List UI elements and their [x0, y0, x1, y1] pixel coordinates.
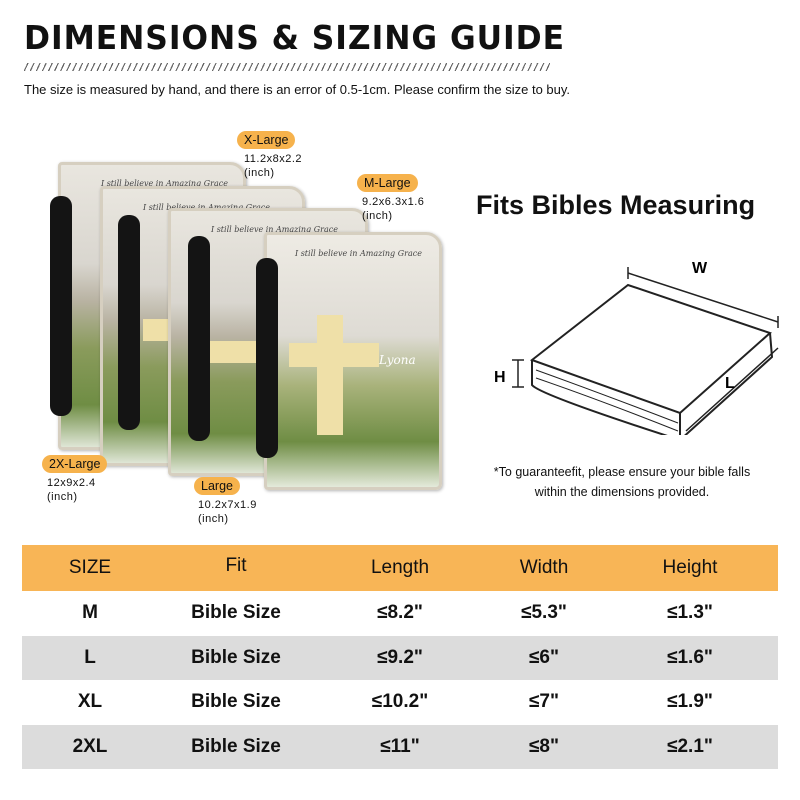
- measure-title: Fits Bibles Measuring: [476, 190, 756, 220]
- footnote-line: *To guaranteefit, please ensure your bib…: [493, 465, 751, 479]
- fit-footnote: *To guaranteefit, please ensure your bib…: [462, 462, 782, 502]
- cell: M: [82, 602, 98, 624]
- col-width: Width: [486, 545, 602, 591]
- cell: 2XL: [22, 724, 158, 769]
- size-label-ml: M-Large: [357, 174, 418, 192]
- cover-text: I still believe in Amazing Grace: [211, 225, 338, 234]
- cell: ≤11": [314, 724, 486, 769]
- size-dims-xl: 11.2x8x2.2 (inch): [244, 152, 302, 180]
- cell: L: [22, 635, 158, 680]
- unit: (inch): [362, 210, 393, 222]
- cell: Bible Size: [191, 602, 281, 624]
- hatch-divider: [24, 63, 550, 71]
- dims: 12x9x2.4: [47, 477, 96, 489]
- cell: ≤2.1": [602, 724, 778, 769]
- size-label-2xl: 2X-Large: [42, 455, 108, 473]
- col-size: SIZE: [22, 545, 158, 591]
- cover-text: I still believe in Amazing Grace: [101, 179, 228, 188]
- cover-name: Lyona: [379, 353, 416, 367]
- cell: ≤10.2": [371, 691, 429, 713]
- cell: XL: [77, 691, 103, 713]
- dims: 11.2x8x2.2: [244, 153, 303, 165]
- cell: Bible Size: [158, 635, 314, 680]
- col-height: Height: [602, 545, 778, 591]
- cell: ≤5.3": [521, 602, 567, 624]
- cell: ≤6": [486, 635, 602, 680]
- cover-text: I still believe in Amazing Grace: [295, 249, 422, 258]
- table-header: SIZE Fit Length Width Height: [22, 545, 778, 591]
- cell: ≤1.9": [667, 691, 713, 713]
- handle: [50, 196, 72, 416]
- size-dims-2xl: 12x9x2.4 (inch): [47, 476, 96, 504]
- col-fit: Fit: [158, 545, 314, 591]
- size-dims-l: 10.2x7x1.9 (inch): [198, 498, 257, 526]
- book-diagram: W H L: [494, 260, 779, 435]
- measurement-note: The size is measured by hand, and there …: [24, 82, 571, 97]
- page-title: DIMENSIONS & SIZING GUIDE: [24, 18, 565, 57]
- size-label-l: Large: [194, 477, 240, 495]
- dims: 10.2x7x1.9: [198, 499, 257, 511]
- cell: ≤8.2": [377, 602, 423, 624]
- table-row: 2XL Bible Size ≤11" ≤8" ≤2.1": [22, 724, 778, 769]
- handle: [118, 215, 140, 430]
- size-label-xl: X-Large: [237, 131, 296, 149]
- width-label: W: [692, 260, 708, 277]
- cell: ≤9.2": [314, 635, 486, 680]
- cell: ≤1.3": [667, 602, 713, 624]
- table-row: L Bible Size ≤9.2" ≤6" ≤1.6": [22, 635, 778, 680]
- length-label: L: [725, 375, 735, 392]
- unit: (inch): [244, 167, 275, 179]
- height-label: H: [494, 369, 506, 386]
- cell: ≤1.6": [602, 635, 778, 680]
- col-length: Length: [314, 545, 486, 591]
- table-row: M Bible Size ≤8.2" ≤5.3" ≤1.3": [22, 591, 778, 636]
- footnote-line: within the dimensions provided.: [534, 485, 710, 499]
- cell: Bible Size: [158, 724, 314, 769]
- cover-m: I still believe in Amazing Grace Lyona: [264, 232, 442, 490]
- cover-text: I still believe in Amazing Grace: [143, 203, 270, 212]
- cell: ≤8": [486, 724, 602, 769]
- handle: [188, 236, 210, 441]
- cell: ≤7": [528, 691, 559, 713]
- handle: [256, 258, 278, 458]
- unit: (inch): [198, 513, 229, 525]
- size-dims-ml: 9.2x6.3x1.6 (inch): [362, 195, 424, 223]
- size-table: SIZE Fit Length Width Height M Bible Size…: [22, 545, 778, 769]
- table-row: XL Bible Size ≤10.2" ≤7" ≤1.9": [22, 680, 778, 725]
- dims: 9.2x6.3x1.6: [362, 196, 425, 208]
- unit: (inch): [47, 491, 78, 503]
- cell: Bible Size: [191, 691, 281, 713]
